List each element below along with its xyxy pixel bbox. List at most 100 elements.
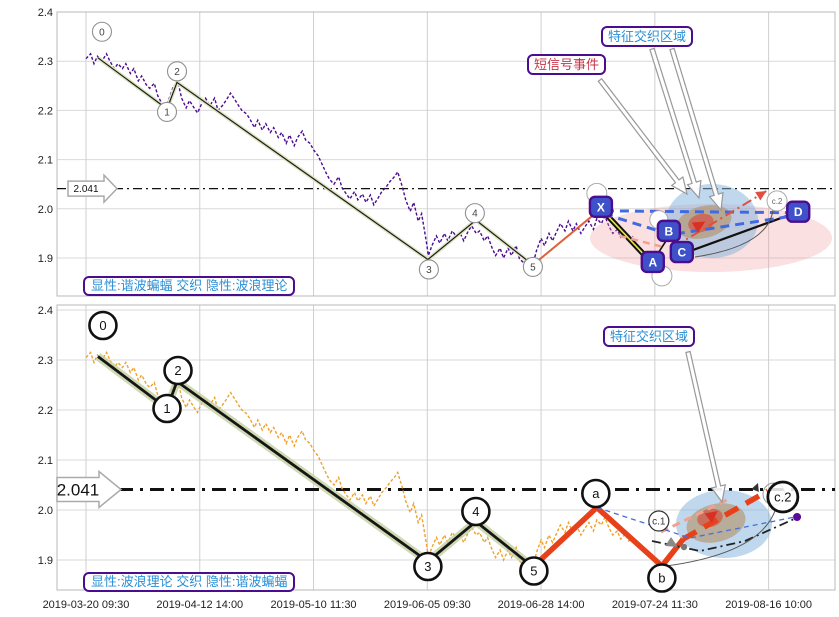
arc-top [694,209,774,258]
svg-text:2.3: 2.3 [38,355,53,367]
wave-circle-4 [464,203,485,224]
wave-circle-c2 [766,480,800,514]
pattern-label-B [656,219,682,243]
svg-text:C: C [677,246,686,260]
impulse-5-to-X [532,208,602,266]
wave-circle-1 [152,393,182,424]
series-end-dot [793,513,802,521]
wave-circle-0 [88,310,118,341]
arc-arrowhead-bottom [751,483,759,492]
wave-circle-a [581,478,611,509]
wave-line-top [97,57,534,266]
feature-zone-arrow-top-right [669,47,724,212]
feature-zone-arrow-top-left [649,47,702,200]
feature-zone-arrow-bottom [685,350,727,504]
gray-wedge-marker [665,537,678,547]
price-line-bottom [85,351,634,568]
svg-text:3: 3 [424,559,431,574]
threshold-badge-bottom: 2.041 [56,469,123,510]
panel2-y-axis-labels: 2.4 2.3 2.2 2.1 2.0 1.9 [38,305,53,567]
svg-text:2.0: 2.0 [38,505,53,517]
harmonic-pattern-labels: X A BC D [588,195,811,274]
svg-text:3: 3 [426,265,432,276]
svg-text:2.041: 2.041 [73,184,98,195]
svg-text:X: X [597,200,605,214]
svg-text:B: B [665,224,674,238]
svg-text:2.4: 2.4 [38,305,53,317]
svg-text:2019-08-16 10:00: 2019-08-16 10:00 [725,599,812,611]
svg-text:5: 5 [530,262,536,273]
wave-circle-2 [163,355,193,386]
wave-circle-b [647,563,677,593]
pattern-label-X [588,195,614,219]
svg-text:4: 4 [472,504,479,519]
wave-circle-3 [418,259,439,280]
signal-marker-bottom [704,511,718,524]
threshold-badge-top: 2.041 [67,173,119,204]
svg-text:4: 4 [472,209,478,220]
callout-arrows [597,47,727,504]
gray-dot-marker [680,543,688,551]
pattern-label-A [640,250,665,274]
svg-text:2.041: 2.041 [57,481,100,500]
x-axis-labels: 2019-03-20 09:30 2019-04-12 14:00 2019-05-… [43,599,812,611]
svg-text:2019-03-20 09:30: 2019-03-20 09:30 [43,599,130,611]
svg-text:2019-06-28 14:00: 2019-06-28 14:00 [498,599,585,611]
svg-text:2.3: 2.3 [38,56,53,68]
svg-text:1: 1 [164,107,170,118]
impulse-5-a-b [531,504,686,570]
callout-short-signal: 短信号事件 [527,54,607,75]
svg-text:0: 0 [99,318,106,333]
panel1-y-axis-labels: 2.4 2.3 2.2 2.1 2.0 1.9 [38,7,53,265]
svg-text:c.2: c.2 [772,197,783,206]
pattern-label-C [669,240,695,264]
wave-circle-2 [166,61,188,82]
svg-text:2.0: 2.0 [38,204,53,216]
wave-circles-bottom: 0 1 2 3 4 5 a b c.1 c.2 [88,310,800,593]
legend-explicit-wave: 显性:波浪理论 交织 隐性:谐波蝙蝠 [83,572,296,592]
signal-line-top [673,190,767,248]
wave-circle-5 [519,556,549,586]
legend-explicit-harmonic: 显性:谐波蝙蝠 交织 隐性:波浪理论 [83,276,296,296]
wave-circle-1 [156,101,178,122]
svg-text:1: 1 [163,401,170,416]
signal-arrowhead-top [755,191,767,201]
wave-circle-4 [461,496,491,527]
hidden-circle-c2: c.2 [766,190,788,212]
short-signal-arrow [597,77,688,196]
arc-bottom [665,507,777,567]
svg-text:2019-07-24 11:30: 2019-07-24 11:30 [612,599,698,611]
leg-CD [681,213,791,256]
guide-XB [603,212,666,235]
wave-circle-3 [413,551,443,582]
signal-faint-top [619,234,665,249]
signal-marker-top [691,221,706,233]
pattern-label-D [786,200,811,223]
svg-text:1.9: 1.9 [38,253,53,265]
wave-circle-c1 [648,510,670,532]
svg-text:c.1: c.1 [652,517,666,528]
svg-text:2.4: 2.4 [38,7,53,19]
svg-text:b: b [658,571,665,586]
svg-text:5: 5 [530,564,537,579]
svg-text:2: 2 [174,67,180,78]
svg-text:2019-05-10 11:30: 2019-05-10 11:30 [271,599,357,611]
svg-text:a: a [592,486,600,501]
price-line-top [85,52,634,266]
svg-text:2019-04-12 14:00: 2019-04-12 14:00 [156,599,243,611]
wave-circle-5 [522,256,543,277]
svg-text:2019-06-05 09:30: 2019-06-05 09:30 [384,599,471,611]
svg-text:0: 0 [99,27,105,38]
svg-text:1.9: 1.9 [38,555,53,567]
wave-circle-0 [91,21,112,42]
svg-text:2: 2 [174,363,181,378]
svg-text:2.1: 2.1 [38,455,53,467]
impulse-b-c2-forecast [681,488,770,542]
svg-text:D: D [794,205,803,219]
svg-text:2.1: 2.1 [38,155,53,167]
svg-text:c.2: c.2 [774,490,791,505]
callout-feature-zone-top: 特征交织区域 [601,26,694,47]
guide-BD [675,215,789,236]
